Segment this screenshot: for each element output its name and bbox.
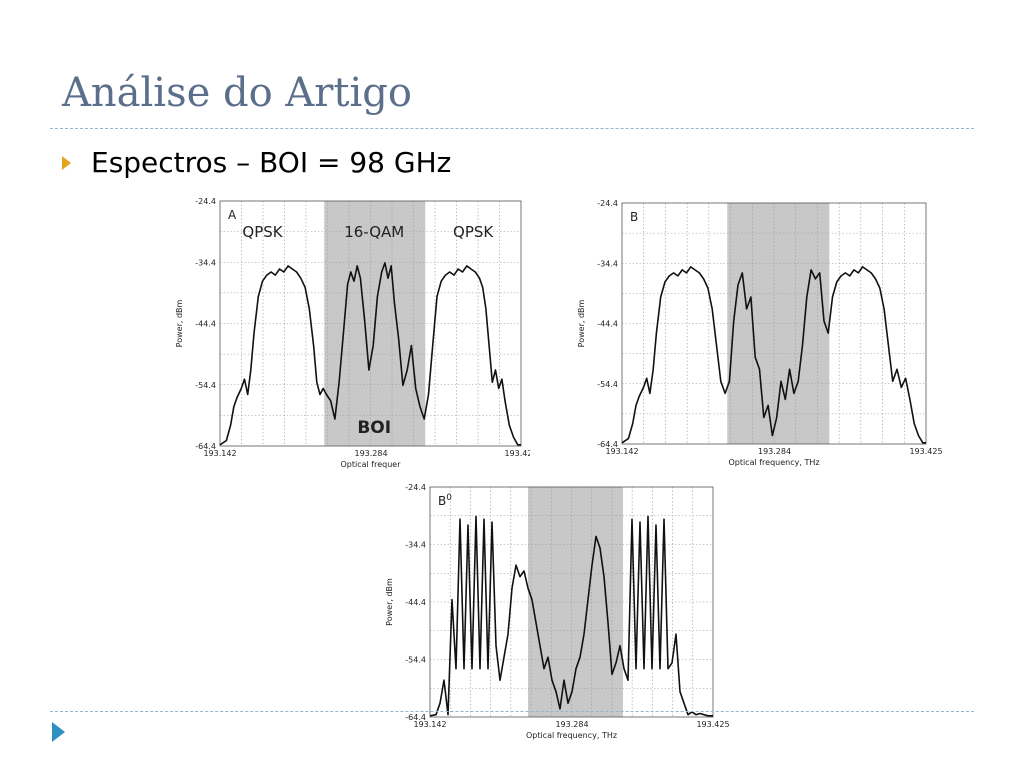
x-axis-label: Optical frequency, THz: [728, 458, 819, 467]
x-tick-label: 193.142: [203, 449, 236, 458]
spectrum-series-line: [219, 262, 521, 446]
y-tick-label: -44.4: [195, 320, 216, 329]
x-axis-label: Optical frequer: [340, 460, 401, 469]
panel-label-superscript: 0: [446, 493, 452, 503]
title-divider: [50, 128, 974, 129]
x-axis-label: Optical frequency, THz: [526, 731, 617, 740]
y-tick-label: -24.4: [405, 483, 426, 492]
y-tick-label: -64.4: [405, 713, 426, 722]
x-tick-label: 193.425: [696, 720, 729, 729]
bullet-item: Espectros – BOI = 98 GHz: [62, 146, 451, 179]
bullet-arrow-icon: [62, 155, 71, 170]
y-tick-label: -34.4: [597, 259, 618, 268]
spectrum-series-line: [621, 266, 926, 444]
spectrum-series-line: [429, 515, 713, 717]
annotation-qpsk-left: QPSK: [242, 223, 283, 241]
y-tick-label: -54.4: [405, 656, 426, 665]
y-tick-label: -34.4: [405, 541, 426, 550]
x-tick-label: 193.425: [909, 447, 942, 456]
boi-shaded-band: [528, 487, 623, 717]
y-tick-label: -34.4: [195, 258, 216, 267]
y-tick-label: -44.4: [597, 320, 618, 329]
next-slide-arrow-icon[interactable]: [52, 722, 65, 742]
x-tick-label: 193.142: [605, 447, 638, 456]
x-tick-label: 193.142: [413, 720, 446, 729]
y-tick-label: -24.4: [597, 199, 618, 208]
y-tick-label: -24.4: [195, 197, 216, 206]
x-tick-label: 193.284: [758, 447, 791, 456]
y-tick-label: -54.4: [597, 380, 618, 389]
y-axis-label: Power, dBm: [175, 299, 184, 347]
plot-frame: [621, 202, 927, 445]
y-axis-label: Power, dBm: [385, 578, 394, 626]
x-tick-label: 193.425: [504, 449, 530, 458]
y-tick-label: -64.4: [597, 440, 618, 449]
panel-label: B: [630, 210, 638, 224]
plot-frame: [219, 200, 522, 447]
y-axis-label: Power, dBm: [577, 299, 586, 347]
x-tick-label: 193.284: [555, 720, 588, 729]
y-tick-label: -64.4: [195, 442, 216, 451]
slide-title: Análise do Artigo: [62, 70, 412, 116]
y-tick-label: -54.4: [195, 381, 216, 390]
annotation-16qam: 16-QAM: [344, 223, 404, 241]
footer-divider: [50, 711, 974, 712]
y-tick-label: -44.4: [405, 598, 426, 607]
bullet-text: Espectros – BOI = 98 GHz: [91, 146, 452, 179]
annotation-qpsk-right: QPSK: [453, 223, 494, 241]
x-tick-label: 193.284: [354, 449, 387, 458]
plot-frame: [429, 486, 714, 718]
annotation-boi: BOI: [357, 418, 391, 438]
panel-label: A: [228, 208, 237, 222]
